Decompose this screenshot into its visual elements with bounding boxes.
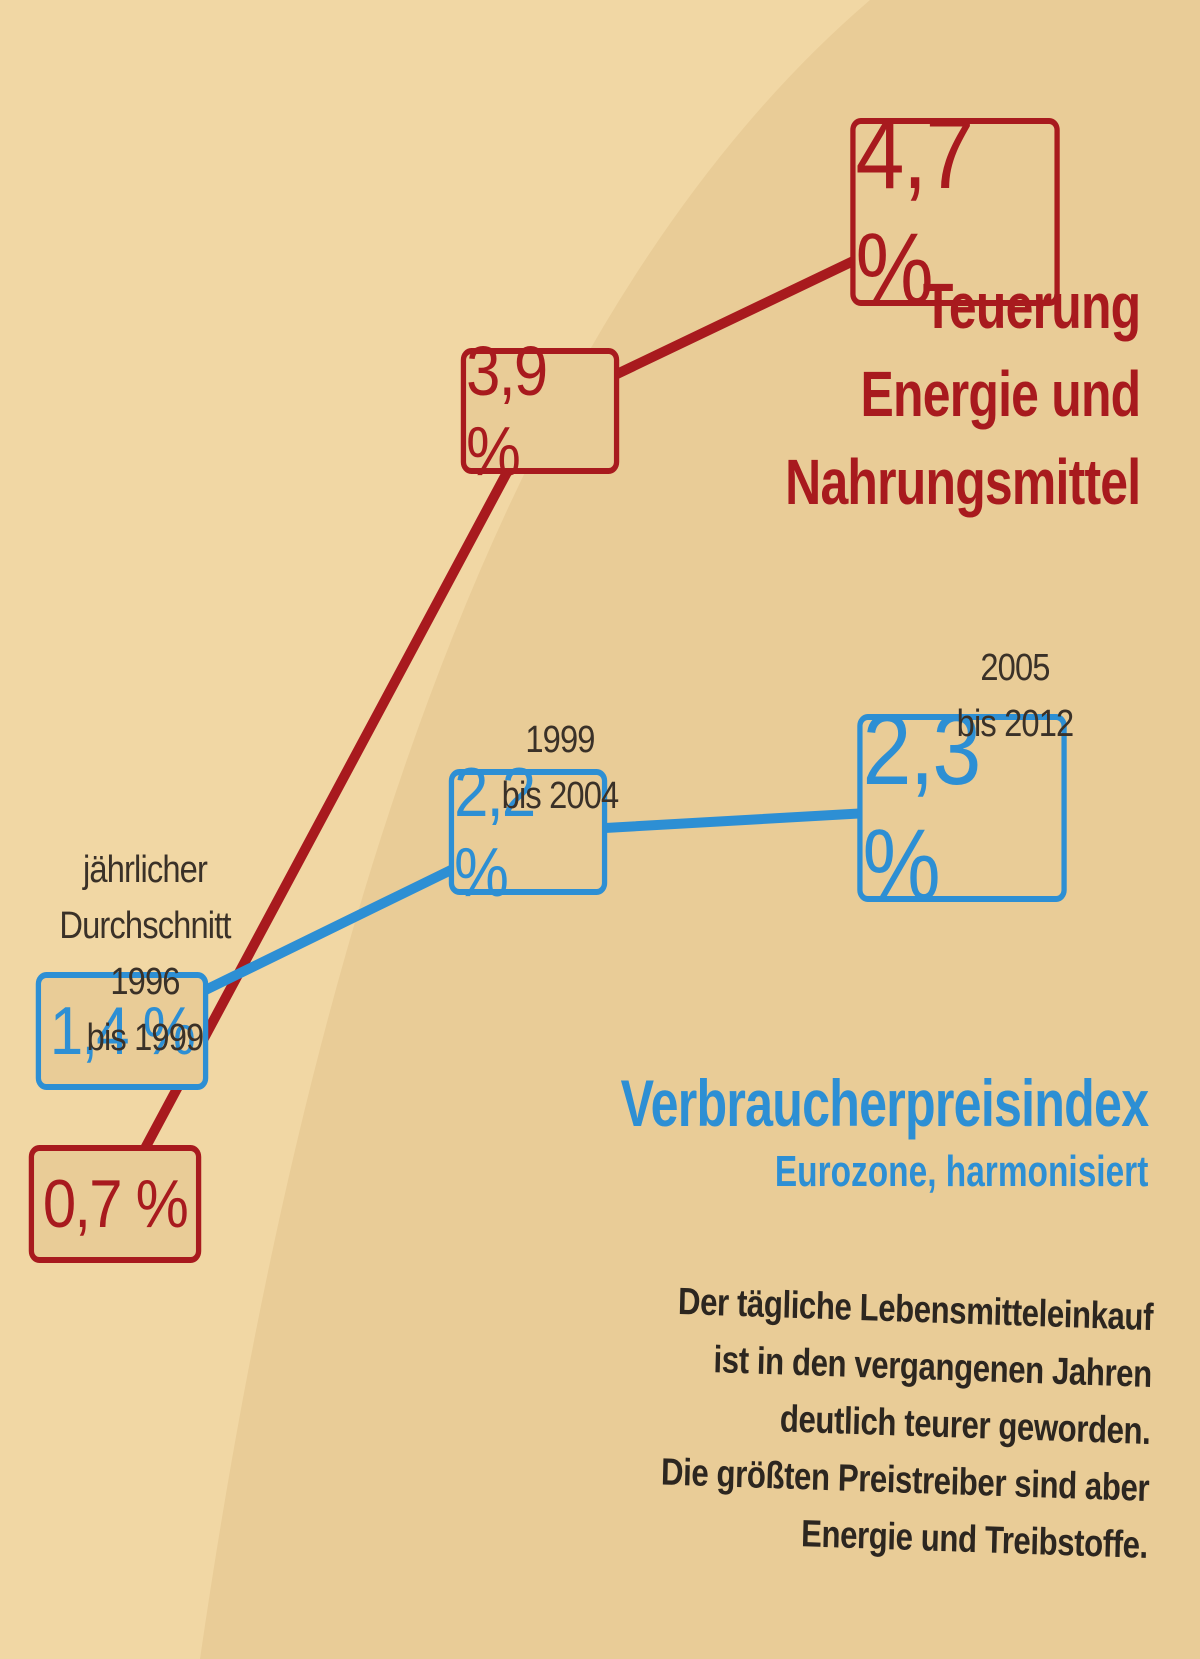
red-data-label: 0,7 % (28, 1145, 202, 1264)
red-series-title-line: Energie und (860, 358, 1141, 430)
x-tick-label-line: jährlicher (82, 849, 208, 891)
x-tick-label-line: 1999 (525, 719, 595, 761)
x-tick-label-line: Durchschnitt (59, 905, 231, 947)
red-data-label: 3,9 % (460, 332, 620, 490)
blue-series-title-main: Verbraucherpreisindex (620, 1066, 1148, 1140)
blue-data-label: 1,4 % (35, 971, 209, 1090)
x-tick-label-line: 1996 (110, 961, 180, 1003)
x-tick-label: 1999 bis 2004 (422, 712, 697, 824)
x-tick-label-line: 2005 (980, 647, 1050, 689)
x-tick-label-line: bis 1999 (86, 1017, 205, 1059)
x-tick-label-line: bis 2004 (501, 775, 620, 817)
blue-series-title: Verbraucherpreisindex Eurozone, harmonis… (620, 1062, 1148, 1200)
explanatory-note: Der tägliche Lebensmitteleinkauf ist in … (659, 1273, 1154, 1575)
red-series-title-line: Teuerung (922, 270, 1141, 342)
blue-series-subtitle: Eurozone, harmonisiert (774, 1147, 1148, 1196)
x-tick-label: jährlicher Durchschnitt 1996 bis 1999 (7, 842, 282, 1066)
x-tick-label: 2005 bis 2012 (877, 640, 1152, 752)
red-series-title-line: Nahrungsmittel (784, 446, 1141, 518)
blue-data-label: 2,3 % (857, 694, 1067, 921)
red-series-title: Teuerung Energie und Nahrungsmittel (784, 262, 1141, 526)
x-tick-label-line: bis 2012 (956, 703, 1075, 745)
blue-data-label: 2,2 % (448, 753, 608, 911)
